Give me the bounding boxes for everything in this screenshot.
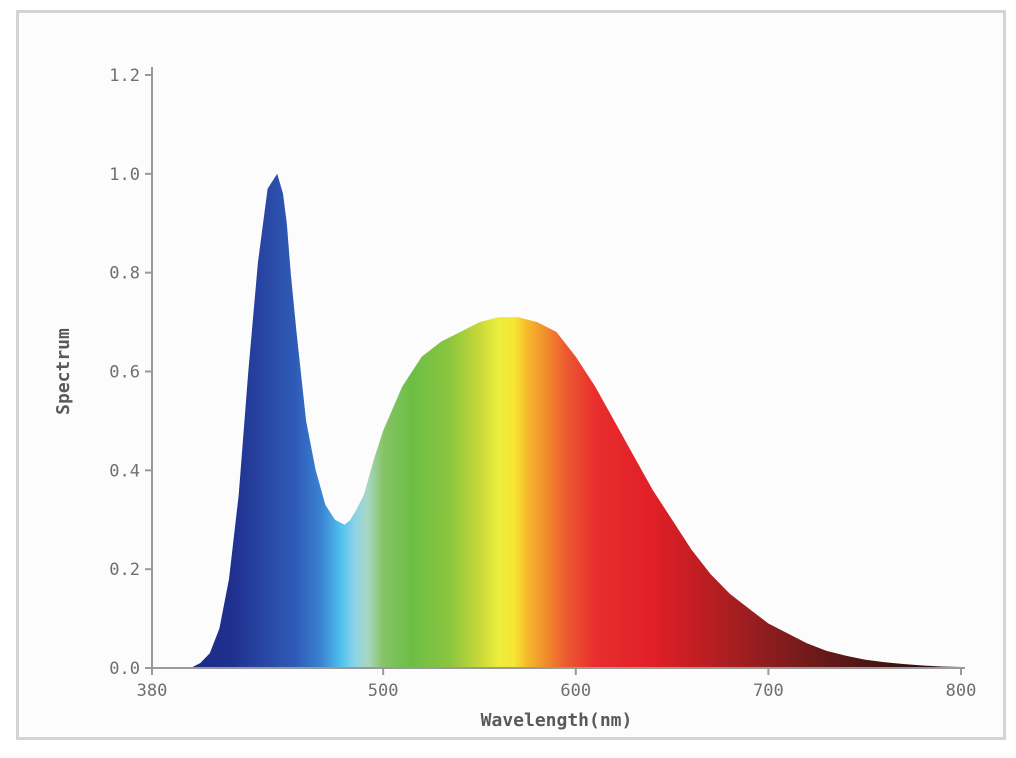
y-axis-title: Spectrum [53,328,74,415]
x-tick-label: 500 [368,681,399,701]
x-tick-label: 800 [946,681,977,701]
spectrum-area [190,173,961,669]
y-tick-label: 0.0 [109,659,140,679]
x-tick-label: 600 [560,681,591,701]
x-tick-label: 380 [137,681,168,701]
y-tick-label: 0.6 [109,363,140,383]
chart-frame: 0.0 0.2 0.4 0.6 0.8 1.0 1.2 380 500 600 700 800 Wave… [16,10,1006,740]
spectrum-chart: 0.0 0.2 0.4 0.6 0.8 1.0 1.2 380 500 600 700 800 Wave… [53,66,977,731]
y-tick-label: 0.2 [109,560,140,580]
y-tick-label: 1.0 [109,165,140,185]
x-axis-title: Wavelength(nm) [481,710,633,731]
x-tick-label: 700 [753,681,784,701]
y-tick-label: 0.8 [109,264,140,284]
y-tick-label: 1.2 [109,66,140,86]
y-tick-label: 0.4 [109,461,140,481]
